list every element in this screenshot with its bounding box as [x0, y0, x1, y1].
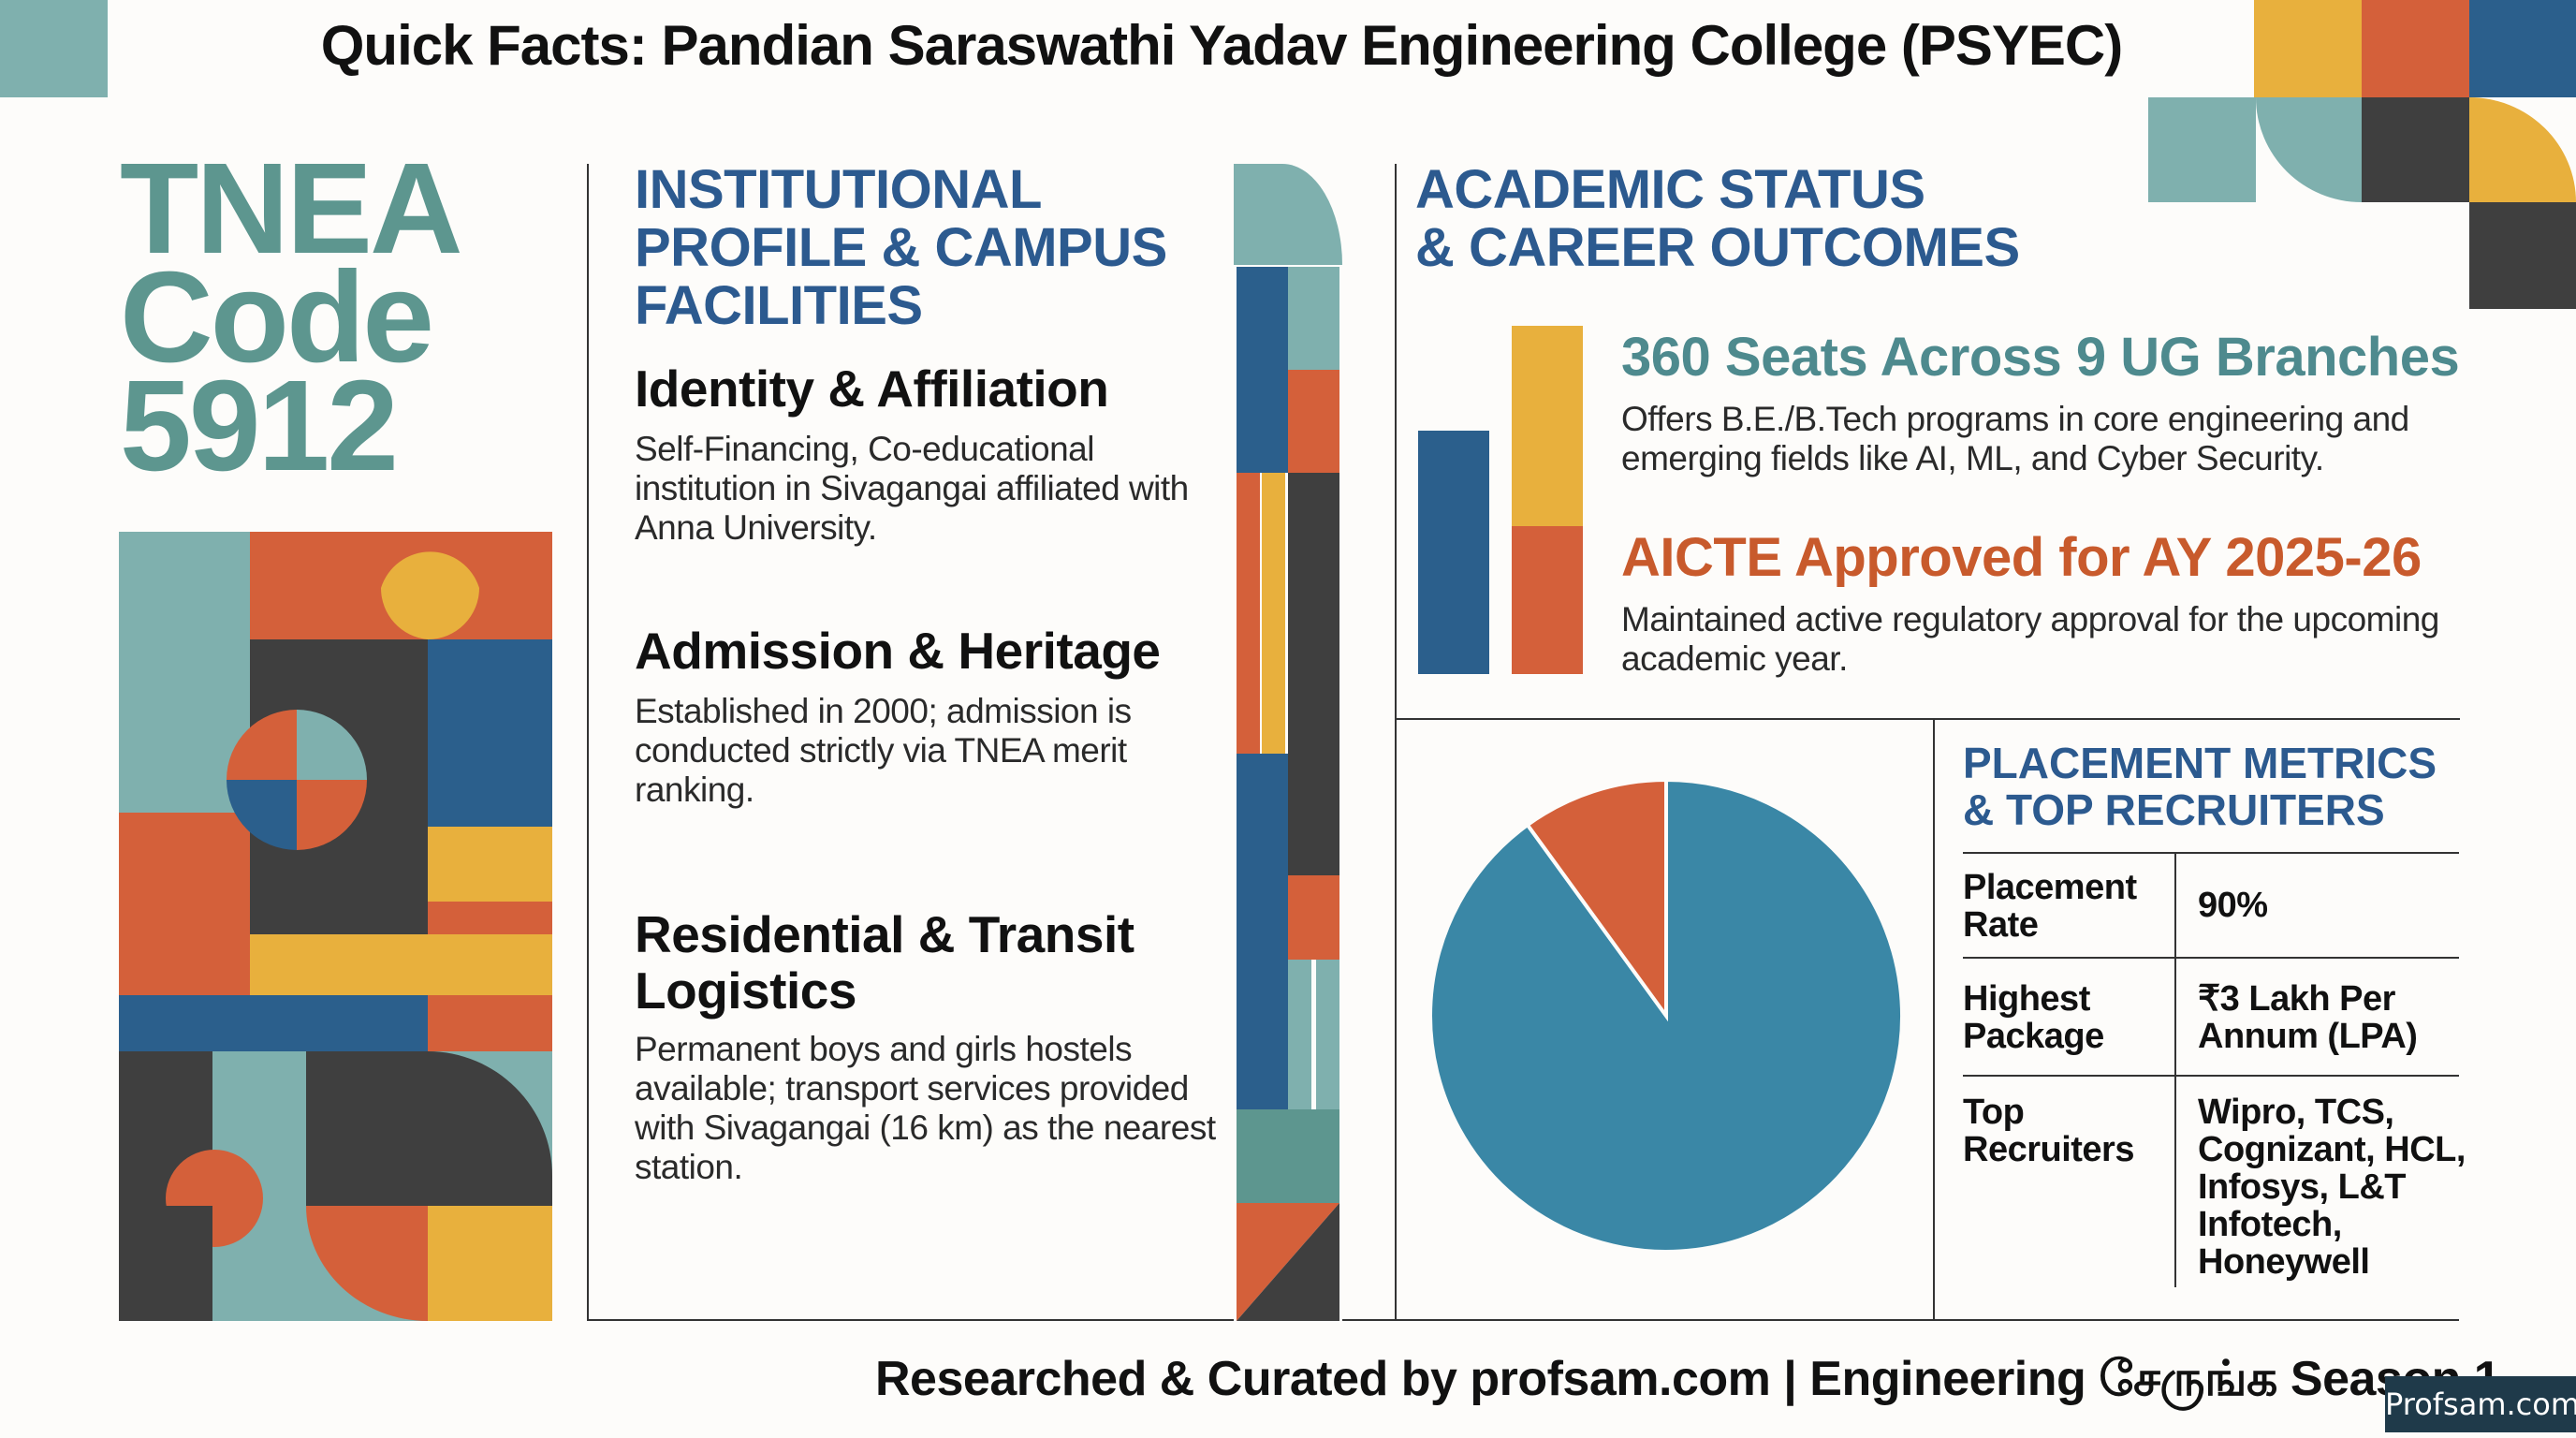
recruiters-line-5: Honeywell	[2198, 1242, 2370, 1282]
admission-line-2: conducted strictly via TNEA merit	[635, 731, 1127, 770]
highest-package-label-line-2: Package	[1963, 1017, 2104, 1056]
recruiters-line-2: Cognizant, HCL,	[2198, 1130, 2466, 1169]
table-rule-row-1	[1963, 957, 2459, 959]
admission-line-1: Established in 2000; admission is	[635, 692, 1132, 730]
aicte-line-1: Maintained active regulatory approval fo…	[1621, 600, 2439, 638]
divider-left	[587, 164, 589, 1321]
table-column-divider	[2174, 852, 2176, 1287]
profsam-badge[interactable]: Profsam.com	[2385, 1376, 2576, 1432]
seats-line-1: Offers B.E./B.Tech programs in core engi…	[1621, 400, 2409, 438]
seats-headline: 360 Seats Across 9 UG Branches	[1621, 327, 2460, 388]
residential-line-3: with Sivagangai (16 km) as the nearest	[635, 1108, 1216, 1147]
residential-title-line-1: Residential & Transit	[635, 905, 1134, 963]
recruiters-line-3: Infosys, L&T	[2198, 1167, 2407, 1207]
institutional-heading-line-3: FACILITIES	[635, 275, 923, 336]
seats-block: 360 Seats Across 9 UG Branches Offers B.…	[1621, 326, 2464, 478]
placement-rate-label-line-2: Rate	[1963, 905, 2039, 945]
pie-slice-unplaced	[1525, 777, 1668, 1022]
aicte-block: AICTE Approved for AY 2025-26 Maintained…	[1621, 526, 2464, 679]
top-right-mosaic	[2148, 0, 2576, 309]
tnea-code-line-3: 5912	[120, 354, 399, 498]
residential-transit-block: Residential & Transit Logistics Permanen…	[635, 906, 1224, 1187]
admission-heritage-block: Admission & Heritage Established in 2000…	[635, 623, 1215, 810]
institutional-heading-line-2: PROFILE & CAMPUS	[635, 217, 1167, 278]
footer-credit: Researched & Curated by profsam.com | En…	[875, 1352, 2501, 1406]
aicte-line-2: academic year.	[1621, 639, 1848, 678]
identity-line-3: Anna University.	[635, 508, 877, 547]
recruiters-line-1: Wipro, TCS,	[2198, 1093, 2394, 1132]
identity-affiliation-block: Identity & Affiliation Self-Financing, C…	[635, 360, 1215, 548]
placement-heading: PLACEMENT METRICS & TOP RECRUITERS	[1963, 740, 2437, 833]
admission-line-3: ranking.	[635, 770, 754, 809]
table-row-placement-rate-value: 90%	[2198, 887, 2268, 924]
tnea-code-line-1: TNEA	[120, 137, 463, 281]
identity-line-2: institution in Sivagangai affiliated wit…	[635, 469, 1189, 507]
residential-title-line-2: Logistics	[635, 961, 856, 1020]
residential-line-2: available; transport services provided	[635, 1069, 1189, 1108]
quartered-circle	[227, 710, 367, 850]
admission-heritage-title: Admission & Heritage	[635, 622, 1161, 680]
top-left-corner-tile	[0, 0, 108, 97]
identity-affiliation-title: Identity & Affiliation	[635, 360, 1109, 418]
table-rule-row-2	[1963, 1075, 2459, 1077]
table-row-placement-rate-label: Placement Rate	[1963, 869, 2137, 944]
placement-rate-value: 90%	[2198, 886, 2268, 925]
placement-heading-line-2: & TOP RECRUITERS	[1963, 785, 2385, 834]
seats-line-2: emerging fields like AI, ML, and Cyber S…	[1621, 439, 2324, 477]
residential-line-4: station.	[635, 1148, 743, 1186]
highest-package-value-line-2: Annum (LPA)	[2198, 1017, 2418, 1056]
table-row-top-recruiters-value: Wipro, TCS, Cognizant, HCL, Infosys, L&T…	[2198, 1093, 2466, 1281]
identity-line-1: Self-Financing, Co-educational	[635, 430, 1094, 468]
placement-heading-line-1: PLACEMENT METRICS	[1963, 739, 2437, 787]
tnea-code-line-2: Code	[120, 245, 434, 389]
highest-package-value-line-1: ₹3 Lakh Per	[2198, 979, 2395, 1019]
placement-pie-chart	[1428, 777, 1904, 1254]
residential-line-1: Permanent boys and girls hostels	[635, 1030, 1133, 1068]
divider-pie-table	[1933, 718, 1935, 1321]
highest-package-label-line-1: Highest	[1963, 979, 2090, 1019]
top-recruiters-label-line-1: Top	[1963, 1093, 2025, 1132]
institutional-heading-line-1: INSTITUTIONAL	[635, 159, 1042, 220]
academic-heading-line-1: ACADEMIC STATUS	[1415, 159, 1925, 220]
placement-rate-label-line-1: Placement	[1963, 868, 2137, 907]
table-row-highest-package-label: Highest Package	[1963, 980, 2104, 1055]
aicte-headline: AICTE Approved for AY 2025-26	[1621, 527, 2422, 588]
recruiters-line-4: Infotech,	[2198, 1205, 2342, 1244]
stripe-column-artwork	[1234, 164, 1342, 1321]
residential-transit-title: Residential & Transit Logistics	[635, 906, 1224, 1019]
left-geometric-artwork	[119, 532, 552, 1321]
page-title: Quick Facts: Pandian Saraswathi Yadav En…	[320, 14, 2124, 77]
academic-bars-graphic	[1418, 326, 1583, 674]
table-row-highest-package-value: ₹3 Lakh Per Annum (LPA)	[2198, 979, 2418, 1056]
table-rule-top	[1963, 852, 2459, 854]
top-recruiters-label-line-2: Recruiters	[1963, 1130, 2134, 1169]
academic-heading-line-2: & CAREER OUTCOMES	[1415, 217, 2020, 278]
table-row-top-recruiters-label: Top Recruiters	[1963, 1093, 2134, 1168]
divider-middle	[1395, 164, 1397, 1321]
institutional-heading: INSTITUTIONAL PROFILE & CAMPUS FACILITIE…	[635, 161, 1167, 335]
divider-academic-placement	[1395, 718, 2460, 720]
divider-bottom	[587, 1319, 2459, 1321]
academic-heading: ACADEMIC STATUS & CAREER OUTCOMES	[1415, 161, 2020, 277]
tnea-code-block: TNEA Code 5912	[120, 137, 463, 498]
